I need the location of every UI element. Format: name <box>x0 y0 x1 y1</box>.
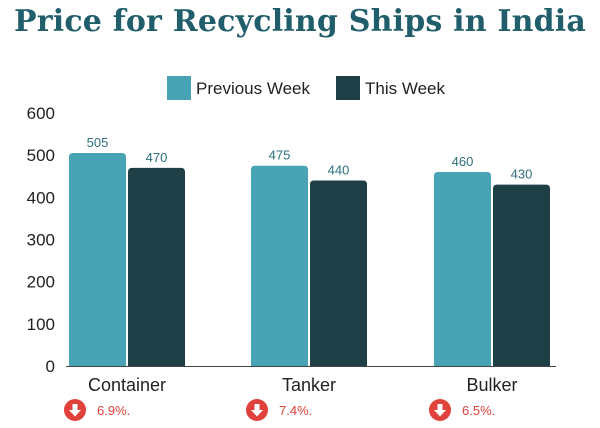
bar <box>434 172 491 366</box>
data-label: 430 <box>511 167 533 182</box>
data-label: 460 <box>452 154 474 169</box>
y-tick-label: 300 <box>27 231 55 250</box>
y-tick-label: 0 <box>46 357 55 376</box>
data-label: 470 <box>146 150 168 165</box>
y-tick-label: 100 <box>27 315 55 334</box>
x-tick-label: Tanker <box>282 375 336 395</box>
data-label: 475 <box>269 148 291 163</box>
y-tick-label: 400 <box>27 188 55 207</box>
down-arrow-glyph <box>251 404 263 417</box>
change-label: 7.4%. <box>279 403 312 418</box>
change-label: 6.5%. <box>462 403 495 418</box>
bar <box>251 165 308 366</box>
chart-title: Price for Recycling Ships in India <box>13 4 587 39</box>
data-label: 440 <box>328 162 350 177</box>
bar <box>128 167 185 366</box>
legend-label: Previous Week <box>196 79 311 98</box>
change-label: 6.9%. <box>97 403 130 418</box>
y-tick-label: 200 <box>27 273 55 292</box>
down-arrow-glyph <box>434 404 446 417</box>
bar <box>310 180 367 366</box>
down-arrow-glyph <box>69 404 81 417</box>
legend-label: This Week <box>365 79 445 98</box>
y-tick-label: 500 <box>27 146 55 165</box>
data-label: 505 <box>87 135 109 150</box>
x-tick-label: Container <box>88 375 166 395</box>
legend-swatch <box>167 76 191 100</box>
bar <box>493 184 550 366</box>
bar <box>69 153 126 366</box>
x-tick-label: Bulker <box>466 375 517 395</box>
legend-swatch <box>336 76 360 100</box>
y-tick-label: 600 <box>27 104 55 123</box>
